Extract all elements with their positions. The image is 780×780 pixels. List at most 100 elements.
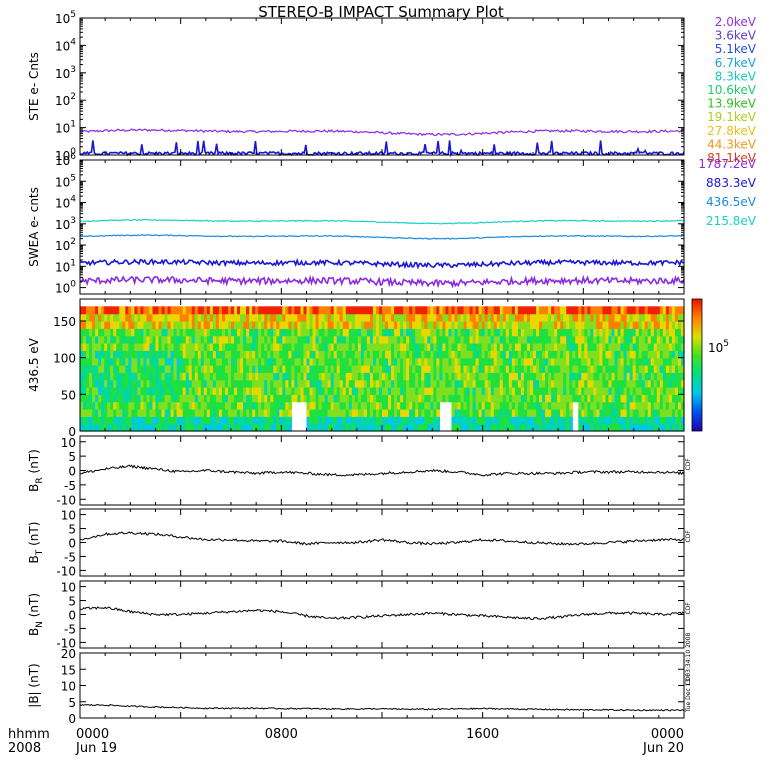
heatmap-cell: [113, 387, 117, 395]
heatmap-cell: [125, 394, 129, 403]
heatmap-cell: [191, 335, 196, 344]
heatmap-cell: [382, 401, 386, 410]
heatmap-cell: [608, 306, 613, 315]
heatmap-cell: [560, 321, 564, 329]
heatmap-cell: [415, 394, 419, 403]
heatmap-cell: [125, 401, 129, 410]
heatmap-cell: [98, 335, 102, 344]
heatmap-cell: [514, 387, 519, 395]
heatmap-cell: [143, 306, 148, 315]
heatmap-cell: [575, 306, 579, 315]
heatmap-cell: [86, 423, 90, 432]
heatmap-cell: [475, 328, 480, 337]
y-tick-label: 10: [61, 509, 76, 523]
heatmap-cell: [665, 423, 670, 432]
heatmap-cell: [575, 357, 579, 366]
heatmap-cell: [83, 343, 87, 351]
heatmap-cell: [563, 387, 567, 395]
heatmap-cell: [466, 379, 471, 388]
heatmap-cell: [140, 328, 145, 337]
heatmap-cell: [551, 401, 555, 410]
heatmap-cell: [593, 335, 598, 344]
heatmap-cell: [125, 387, 129, 395]
heatmap-cell: [203, 306, 208, 315]
heatmap-cell: [227, 401, 232, 410]
heatmap-cell: [167, 357, 172, 366]
heatmap-cell: [400, 328, 404, 337]
heatmap-cell: [237, 401, 241, 410]
heatmap-cell: [656, 387, 661, 395]
heatmap-cell: [273, 416, 277, 425]
heatmap-cell: [635, 328, 640, 337]
heatmap-cell: [605, 335, 610, 344]
heatmap-cell: [680, 335, 685, 344]
heatmap-cell: [264, 401, 268, 410]
heatmap-cell: [520, 401, 525, 410]
heatmap-cell: [270, 335, 274, 344]
heatmap-cell: [249, 387, 253, 395]
heatmap-cell: [409, 335, 413, 344]
heatmap-cell: [647, 409, 652, 417]
heatmap-cell: [98, 357, 102, 366]
heatmap-cell: [86, 379, 90, 388]
heatmap-cell: [200, 394, 205, 403]
heatmap-cell: [499, 357, 504, 366]
heatmap-cell: [125, 313, 129, 322]
heatmap-cell: [593, 321, 598, 329]
heatmap-cell: [185, 313, 190, 322]
heatmap-cell: [101, 306, 105, 315]
heatmap-cell: [632, 328, 637, 337]
heatmap-cell: [529, 372, 534, 381]
heatmap-cell: [330, 416, 335, 425]
heatmap-cell: [122, 372, 126, 381]
heatmap-cell: [472, 387, 477, 395]
heatmap-cell: [475, 313, 480, 322]
heatmap-cell: [194, 387, 199, 395]
heatmap-cell: [237, 321, 241, 329]
heatmap-cell: [179, 372, 184, 381]
heatmap-cell: [454, 416, 459, 425]
y-tick-label: -10: [56, 636, 76, 650]
heatmap-cell: [297, 328, 302, 337]
heatmap-cell: [647, 423, 652, 432]
heatmap-cell: [551, 350, 555, 359]
heatmap-cell: [252, 379, 256, 388]
heatmap-cell: [164, 423, 169, 432]
heatmap-cell: [255, 343, 259, 351]
heatmap-cell: [490, 416, 495, 425]
heatmap-cell: [536, 350, 540, 359]
heatmap-cell: [620, 343, 625, 351]
heatmap-cell: [354, 357, 359, 366]
heatmap-cell: [264, 423, 268, 432]
heatmap-cell: [391, 372, 395, 381]
heatmap-cell: [185, 401, 190, 410]
heatmap-cell: [632, 401, 637, 410]
heatmap-cell: [188, 313, 193, 322]
heatmap-cell: [369, 409, 374, 417]
heatmap-cell: [300, 343, 305, 351]
heatmap-cell: [487, 350, 492, 359]
heatmap-cell: [472, 328, 477, 337]
heatmap-cell: [351, 387, 356, 395]
heatmap-cell: [599, 350, 604, 359]
heatmap-cell: [224, 372, 229, 381]
heatmap-cell: [125, 335, 129, 344]
heatmap-cell: [279, 416, 283, 425]
heatmap-cell: [554, 387, 558, 395]
heatmap-cell: [517, 387, 522, 395]
heatmap-cell: [520, 365, 525, 373]
heatmap-cell: [430, 372, 434, 381]
heatmap-cell: [665, 357, 670, 366]
heatmap-cell: [122, 416, 126, 425]
heatmap-cell: [599, 328, 604, 337]
heatmap-cell: [653, 365, 658, 373]
heatmap-cell: [436, 313, 440, 322]
heatmap-cell: [218, 313, 223, 322]
heatmap-cell: [680, 423, 685, 432]
panel-frame: [79, 580, 685, 649]
heatmap-cell: [608, 335, 613, 344]
heatmap-cell: [155, 387, 160, 395]
heatmap-cell: [551, 372, 555, 381]
heatmap-cell: [80, 401, 84, 410]
heatmap-cell: [460, 409, 465, 417]
